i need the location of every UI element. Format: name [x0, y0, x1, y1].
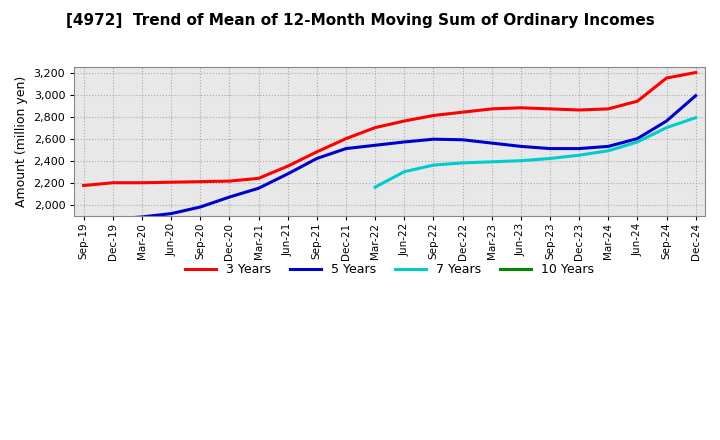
5 Years [341, 146, 350, 151]
3 Years [458, 110, 467, 115]
3 Years [691, 70, 700, 75]
5 Years [400, 139, 408, 145]
Legend: 3 Years, 5 Years, 7 Years, 10 Years: 3 Years, 5 Years, 7 Years, 10 Years [180, 258, 600, 281]
5 Years [138, 214, 146, 220]
3 Years [575, 107, 583, 113]
5 Years [546, 146, 554, 151]
5 Years [516, 144, 525, 149]
7 Years [429, 162, 438, 168]
7 Years [400, 169, 408, 174]
5 Years [487, 140, 496, 146]
5 Years [691, 93, 700, 98]
5 Years [284, 171, 292, 176]
Line: 7 Years: 7 Years [375, 118, 696, 187]
3 Years [662, 75, 671, 81]
7 Years [487, 159, 496, 165]
7 Years [691, 115, 700, 121]
5 Years [633, 136, 642, 141]
3 Years [109, 180, 117, 185]
Text: [4972]  Trend of Mean of 12-Month Moving Sum of Ordinary Incomes: [4972] Trend of Mean of 12-Month Moving … [66, 13, 654, 28]
3 Years [604, 106, 613, 111]
7 Years [575, 153, 583, 158]
3 Years [138, 180, 146, 185]
7 Years [516, 158, 525, 163]
5 Years [575, 146, 583, 151]
Y-axis label: Amount (million yen): Amount (million yen) [15, 76, 28, 207]
5 Years [254, 186, 263, 191]
5 Years [196, 204, 204, 209]
7 Years [633, 139, 642, 145]
3 Years [254, 176, 263, 181]
7 Years [546, 156, 554, 161]
3 Years [196, 179, 204, 184]
3 Years [429, 113, 438, 118]
3 Years [633, 99, 642, 104]
5 Years [167, 211, 176, 216]
5 Years [312, 156, 321, 161]
3 Years [225, 179, 234, 184]
3 Years [546, 106, 554, 111]
3 Years [341, 136, 350, 141]
7 Years [604, 148, 613, 154]
5 Years [109, 216, 117, 222]
Line: 3 Years: 3 Years [84, 73, 696, 186]
5 Years [458, 137, 467, 143]
3 Years [167, 180, 176, 185]
3 Years [312, 149, 321, 154]
Line: 5 Years: 5 Years [113, 95, 696, 219]
3 Years [371, 125, 379, 130]
5 Years [371, 143, 379, 148]
7 Years [371, 184, 379, 190]
3 Years [79, 183, 88, 188]
5 Years [225, 194, 234, 200]
3 Years [487, 106, 496, 111]
3 Years [284, 164, 292, 169]
5 Years [604, 144, 613, 149]
5 Years [662, 118, 671, 124]
3 Years [516, 105, 525, 110]
7 Years [458, 160, 467, 165]
7 Years [662, 125, 671, 130]
5 Years [429, 136, 438, 142]
3 Years [400, 118, 408, 124]
